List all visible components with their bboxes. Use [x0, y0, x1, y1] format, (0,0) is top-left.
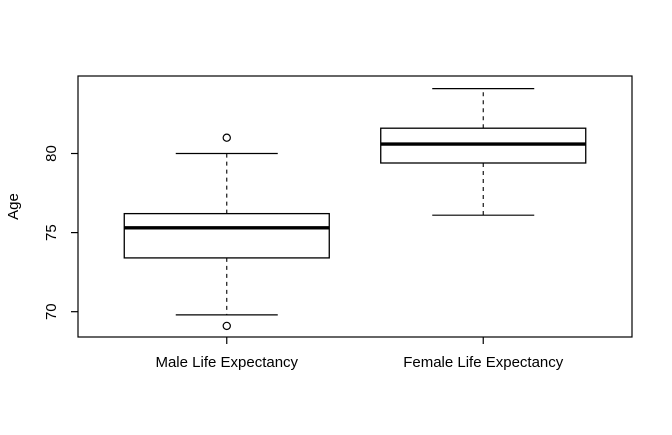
y-tick-label-70: 70 [43, 303, 60, 320]
x-category-label-male: Male Life Expectancy [155, 354, 298, 371]
y-tick-label-75: 75 [43, 224, 60, 241]
male-iqr-box [123, 212, 330, 259]
y-tick-label-80: 80 [43, 145, 60, 162]
x-category-label-female: Female Life Expectancy [403, 354, 564, 371]
plot-frame [77, 75, 633, 338]
male-outlier-point-0 [222, 133, 231, 142]
male-outlier-point-1 [222, 321, 231, 331]
y-axis-title: Age [5, 193, 22, 220]
